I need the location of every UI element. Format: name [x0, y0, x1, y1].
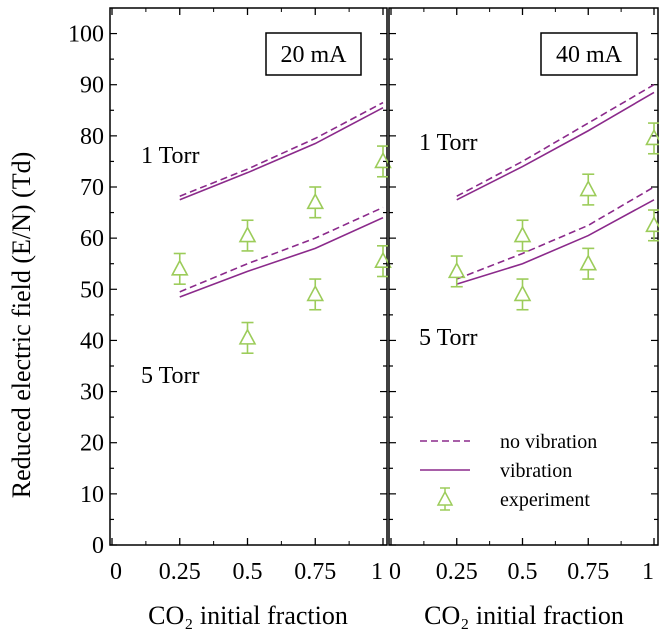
- y-tick-label: 80: [80, 124, 104, 150]
- x-axis-label-text: CO₂ initial fraction: [148, 601, 348, 630]
- x-axis-label: CO₂ initial fraction: [148, 601, 348, 630]
- annotation-1-torr: 1 Torr: [141, 143, 200, 169]
- series-line-vibration-5-torr: [180, 218, 383, 297]
- series-line-vibration-5-torr: [457, 200, 654, 284]
- x-tick-label: 0.75: [294, 559, 336, 585]
- legend-label-experiment: experiment: [500, 489, 590, 511]
- y-tick-label: 40: [80, 328, 104, 354]
- y-tick-label: 100: [68, 22, 104, 48]
- x-tick-label: 0.75: [567, 559, 609, 585]
- triangle-marker: [240, 330, 255, 344]
- panel-40mA: 0 0.25 0.5 0.75 1 40 mA 1 Torr 5 Torr CO₂ in…: [389, 8, 659, 630]
- experiment-point: [240, 220, 255, 251]
- series-line-no-vibration-1-torr: [457, 85, 654, 196]
- x-tick-label: 1: [371, 559, 383, 585]
- triangle-marker: [308, 194, 323, 208]
- experiment-point: [172, 253, 187, 284]
- experiment-point: [581, 248, 596, 279]
- triangle-marker: [515, 228, 530, 242]
- x-axis-label-text: CO₂ initial fraction: [424, 601, 624, 630]
- triangle-marker: [647, 130, 659, 144]
- triangle-marker: [308, 286, 323, 300]
- triangle-marker: [581, 256, 596, 270]
- legend-swatch-experiment: [438, 488, 452, 510]
- experiment-point: [647, 123, 659, 154]
- experiment-point: [308, 279, 323, 310]
- y-tick-label: 0: [92, 533, 104, 559]
- triangle-marker: [515, 286, 530, 300]
- y-tick-label: 30: [80, 380, 104, 406]
- experiment-point: [515, 220, 530, 251]
- experiment-point: [647, 210, 659, 241]
- series-line-no-vibration-5-torr: [457, 187, 654, 279]
- experiment-point: [240, 323, 255, 354]
- y-tick-label: 10: [80, 482, 104, 508]
- panel-label: 20 mA: [281, 42, 348, 68]
- experiment-point: [308, 187, 323, 218]
- annotation-5-torr: 5 Torr: [419, 325, 478, 351]
- y-tick-label: 50: [80, 277, 104, 303]
- y-tick-label: 70: [80, 175, 104, 201]
- triangle-marker: [647, 217, 659, 231]
- x-tick-label: 0: [110, 559, 122, 585]
- triangle-marker: [449, 263, 464, 277]
- series-line-no-vibration-5-torr: [180, 207, 383, 291]
- y-tick-label: 90: [80, 73, 104, 99]
- x-tick-label: 0.25: [159, 559, 201, 585]
- plot-frame: [110, 8, 387, 545]
- x-tick-label: 0.25: [436, 559, 478, 585]
- series-line-vibration-1-torr: [457, 92, 654, 199]
- triangle-marker: [240, 228, 255, 242]
- y-axis-label: Reduced electric field (E/N) (Td): [7, 152, 36, 499]
- triangle-marker: [581, 182, 596, 196]
- series-line-no-vibration-1-torr: [180, 103, 383, 197]
- experiment-point: [581, 174, 596, 205]
- legend: no vibration vibration experiment: [420, 431, 597, 511]
- x-tick-label: 0.5: [508, 559, 538, 585]
- legend-label-vibration: vibration: [500, 460, 572, 482]
- experiment-point: [515, 279, 530, 310]
- y-tick-label: 20: [80, 431, 104, 457]
- panel-label: 40 mA: [556, 42, 623, 68]
- annotation-5-torr: 5 Torr: [141, 363, 200, 389]
- annotation-1-torr: 1 Torr: [419, 130, 478, 156]
- x-tick-label: 0: [389, 559, 401, 585]
- x-axis-label: CO₂ initial fraction: [424, 601, 624, 630]
- triangle-marker: [172, 261, 187, 275]
- legend-label-no-vibration: no vibration: [500, 431, 597, 453]
- x-tick-label: 0.5: [233, 559, 263, 585]
- y-tick-label: 60: [80, 226, 104, 252]
- x-tick-label: 1: [642, 559, 654, 585]
